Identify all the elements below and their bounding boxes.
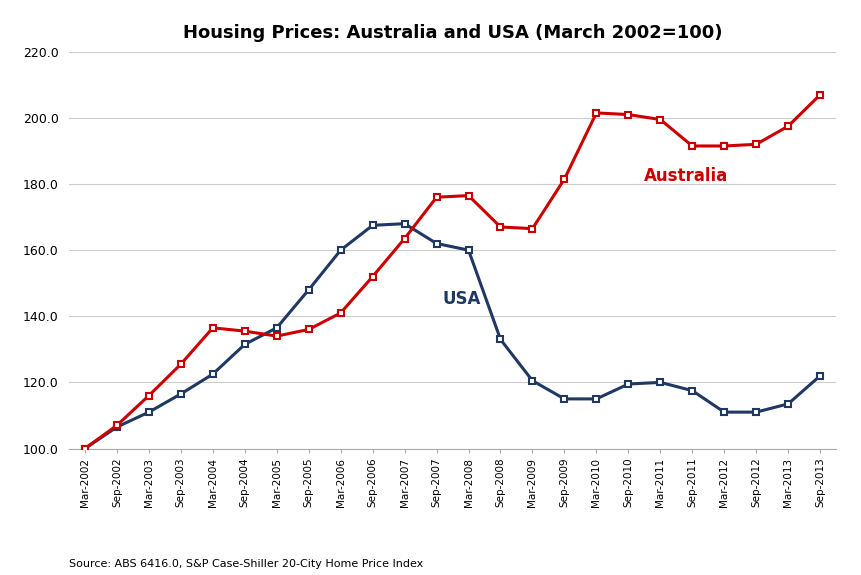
Text: USA: USA (443, 290, 480, 308)
Text: Source: ABS 6416.0, S&P Case-Shiller 20-City Home Price Index: Source: ABS 6416.0, S&P Case-Shiller 20-… (69, 559, 423, 569)
Text: Australia: Australia (643, 167, 728, 186)
Title: Housing Prices: Australia and USA (March 2002=100): Housing Prices: Australia and USA (March… (183, 24, 722, 42)
